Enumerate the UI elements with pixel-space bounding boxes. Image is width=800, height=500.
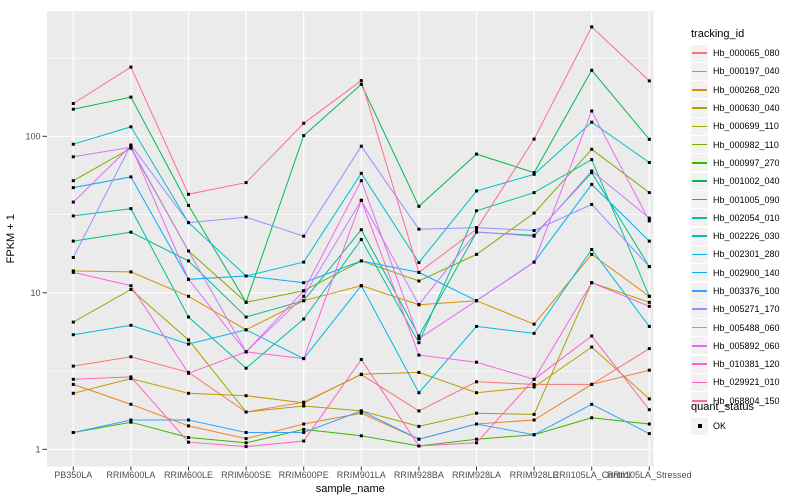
legend-item-label: Hb_000699_110 [713,121,779,132]
legend-line-swatch [691,392,708,410]
legend-item-Hb_005271_170: Hb_005271_170 [691,300,799,318]
legend-line-swatch [691,227,708,245]
legend-item-label: Hb_000268_020 [713,84,780,95]
axis-ticks [42,135,650,471]
legend-item-Hb_029921_010: Hb_029921_010 [691,373,799,391]
legend-item-label: Hb_010381_120 [713,359,780,370]
x-tick-labels: PB350LA RRIM600LA RRIM600LE RRIM600SE RRIM60… [54,470,691,480]
legend-item-Hb_000699_110: Hb_000699_110 [691,117,799,135]
legend-item-label: Hb_000065_080 [713,48,780,59]
legend-item-Hb_000982_110: Hb_000982_110 [691,135,799,154]
svg-text:RRIM928LE: RRIM928LE [510,470,559,480]
legend-items: Hb_000065_080 Hb_000197_040 Hb_000268_020 H… [691,44,799,410]
svg-text:100: 100 [25,131,40,141]
legend-item-Hb_005488_060: Hb_005488_060 [691,318,799,337]
svg-text:RRII105LA_Control: RRII105LA_Control [553,470,631,480]
legend-item-label: Hb_005892_060 [713,340,780,351]
legend-item-Hb_000065_080: Hb_000065_080 [691,44,799,62]
legend-line-swatch [691,300,708,318]
legend-item-Hb_010381_120: Hb_010381_120 [691,355,799,373]
svg-text:RRIM600PE: RRIM600PE [279,470,329,480]
ok-square-icon [691,417,708,435]
svg-text:RRII105LA_Stressed: RRII105LA_Stressed [607,470,692,480]
legend-item-Hb_003376_100: Hb_003376_100 [691,282,799,300]
legend-item-Hb_000997_270: Hb_000997_270 [691,154,799,172]
legend-item-label: Hb_000997_270 [713,157,780,168]
legend-item-label: Hb_000982_110 [713,139,779,150]
legend-item-label: Hb_005488_060 [713,322,780,333]
legend-line-swatch [691,355,708,373]
svg-text:RRIM928BA: RRIM928BA [394,470,444,480]
legend-item-label: Hb_068804_150 [713,395,780,406]
legend-line-swatch [691,264,708,282]
legend-line-swatch [691,282,708,300]
legend-item-Hb_000630_040: Hb_000630_040 [691,99,799,117]
legend-item-Hb_000197_040: Hb_000197_040 [691,62,799,80]
svg-text:PB350LA: PB350LA [54,470,92,480]
legend-line-swatch [691,44,708,62]
svg-text:RRIM928LA: RRIM928LA [452,470,501,480]
legend-item-ok-label: OK [713,421,727,432]
legend-line-swatch [691,191,708,209]
x-axis-title: sample_name [316,483,385,495]
legend-line-swatch [691,172,708,190]
svg-text:RRIM901LA: RRIM901LA [337,470,386,480]
legend-item-label: Hb_003376_100 [713,286,780,296]
legend-item-label: Hb_002226_030 [713,231,780,242]
legend-line-swatch [691,319,708,337]
legend-quant-status: quant_status OK [691,401,799,435]
legend-line-swatch [691,154,708,172]
legend-item-Hb_001005_090: Hb_001005_090 [691,190,799,209]
legend-line-swatch [691,117,708,135]
legend-line-swatch [691,99,708,117]
legend-item-label: Hb_002900_140 [713,267,780,278]
svg-text:10: 10 [30,288,40,298]
legend-item-Hb_068804_150: Hb_068804_150 [691,392,799,410]
legend-tracking-id: tracking_id Hb_000065_080 Hb_000197_040 Hb… [691,28,799,410]
legend-line-swatch [691,209,708,227]
legend-item-Hb_005892_060: Hb_005892_060 [691,337,799,355]
legend-item-Hb_002226_030: Hb_002226_030 [691,227,799,245]
legend-item-Hb_002054_010: Hb_002054_010 [691,209,799,227]
legend-item-label: Hb_000630_040 [713,103,780,114]
svg-text:RRIM600LA: RRIM600LA [106,470,155,480]
legend-item-ok: OK [691,417,799,435]
legend-item-Hb_002900_140: Hb_002900_140 [691,264,799,282]
legend-item-label: Hb_001002_040 [713,176,780,187]
legend-quant-status-title: quant_status [691,401,754,413]
legend-line-swatch [691,81,708,99]
legend-item-Hb_000268_020: Hb_000268_020 [691,81,799,99]
legend-item-Hb_001002_040: Hb_001002_040 [691,172,799,190]
legend-item-label: Hb_000197_040 [713,66,780,77]
svg-text:RRIM600LE: RRIM600LE [164,470,213,480]
svg-text:RRIM600SE: RRIM600SE [221,470,271,480]
legend-item-label: Hb_005271_170 [713,304,780,315]
legend-tracking-id-title: tracking_id [691,28,745,40]
legend-item-label: Hb_001005_090 [713,194,780,205]
legend-line-swatch [691,337,708,355]
legend-line-swatch [691,245,708,263]
y-axis-title: FPKM + 1 [5,214,17,263]
y-tick-labels: 1 10 100 [25,131,40,454]
legend-item-Hb_002301_280: Hb_002301_280 [691,245,799,263]
legend-line-swatch [691,62,708,80]
panel-background [47,11,654,467]
legend-item-label: Hb_002054_010 [713,212,780,223]
legend-item-label: Hb_029921_010 [713,377,780,388]
legend-line-swatch [691,373,708,391]
legend-line-swatch [691,136,708,154]
major-gridlines [47,11,654,467]
svg-text:1: 1 [35,444,40,454]
legend-item-label: Hb_002301_280 [713,249,780,260]
data-point-markers [71,25,651,449]
